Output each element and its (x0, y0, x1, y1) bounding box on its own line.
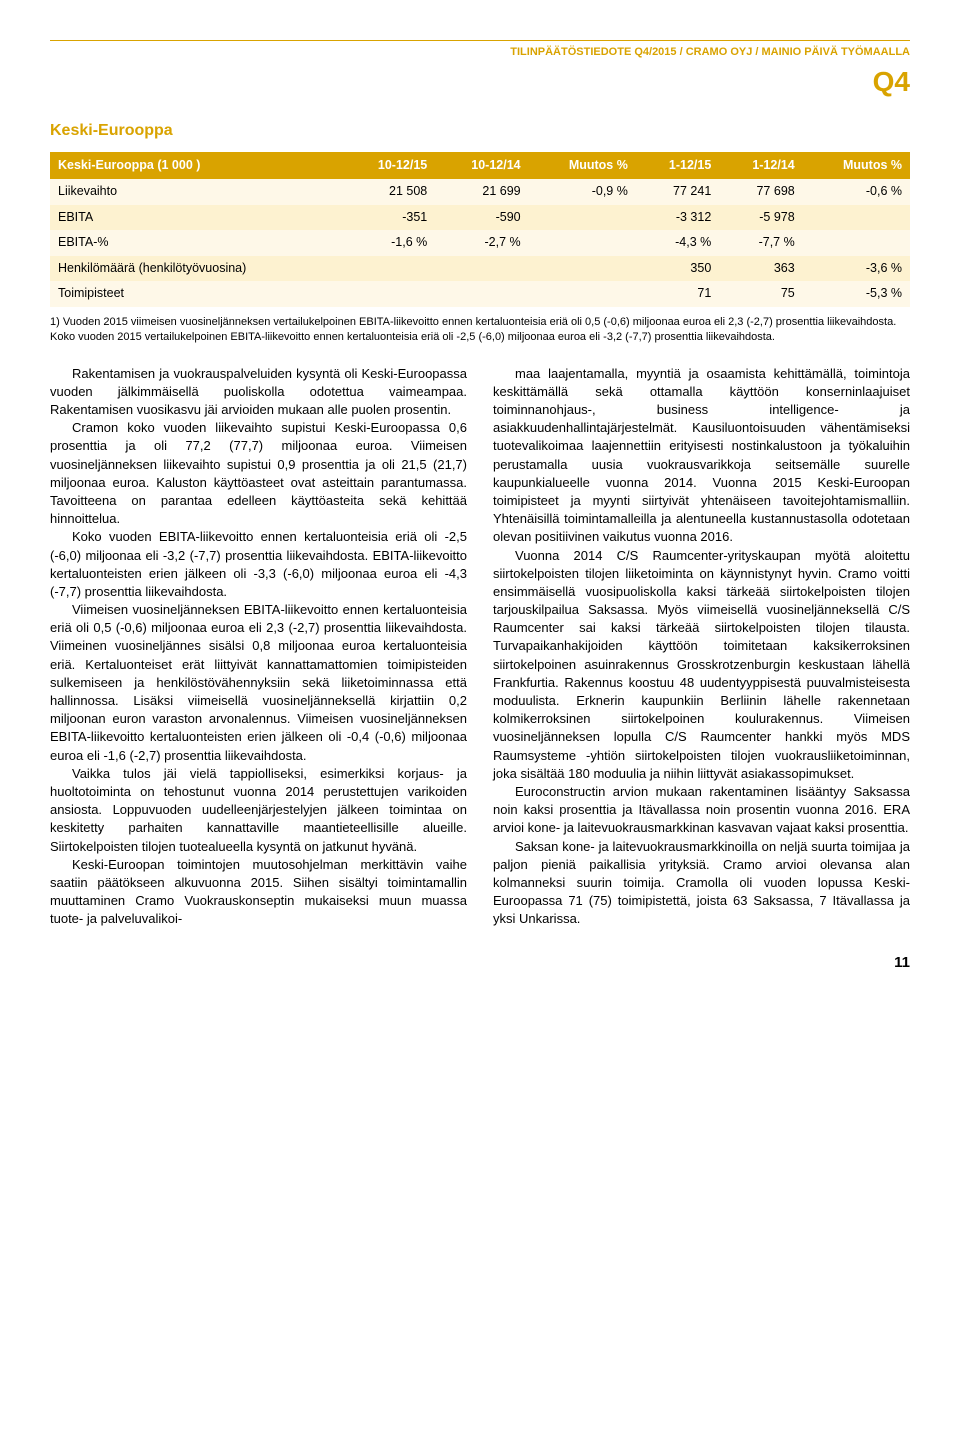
body-paragraph: Vuonna 2014 C/S Raumcenter-yrityskaupan … (493, 547, 910, 783)
body-paragraph: Saksan kone- ja laitevuokrausmarkkinoill… (493, 838, 910, 929)
table-cell (529, 256, 636, 282)
table-cell (529, 205, 636, 231)
table-cell (342, 281, 435, 307)
table-cell: -0,9 % (529, 179, 636, 205)
table-cell (803, 230, 910, 256)
table-cell (435, 256, 528, 282)
table-cell: -4,3 % (636, 230, 719, 256)
table-cell: -5,3 % (803, 281, 910, 307)
table-row: EBITA-351-590 -3 312-5 978 (50, 205, 910, 231)
body-paragraph: maa laajentamalla, myyntiä ja osaamista … (493, 365, 910, 547)
body-paragraph: Viimeisen vuosineljänneksen EBITA-liikev… (50, 601, 467, 765)
page-number: 11 (50, 952, 910, 973)
table-row: Liikevaihto21 50821 699-0,9 %77 24177 69… (50, 179, 910, 205)
col-header: 10-12/15 (342, 152, 435, 180)
table-cell: 77 241 (636, 179, 719, 205)
table-cell: 21 508 (342, 179, 435, 205)
table-cell: 77 698 (719, 179, 802, 205)
header-divider (50, 40, 910, 41)
col-header: Keski-Eurooppa (1 000 ) (50, 152, 342, 180)
body-columns: Rakentamisen ja vuokrauspalveluiden kysy… (50, 365, 910, 929)
table-cell: EBITA-% (50, 230, 342, 256)
col-header: Muutos % (529, 152, 636, 180)
table-cell (803, 205, 910, 231)
body-paragraph: Rakentamisen ja vuokrauspalveluiden kysy… (50, 365, 467, 420)
header-breadcrumb: TILINPÄÄTÖSTIEDOTE Q4/2015 / CRAMO OYJ /… (50, 45, 910, 60)
table-cell: Toimipisteet (50, 281, 342, 307)
body-column-left: Rakentamisen ja vuokrauspalveluiden kysy… (50, 365, 467, 929)
table-cell (529, 230, 636, 256)
table-cell: 21 699 (435, 179, 528, 205)
table-cell: 350 (636, 256, 719, 282)
table-cell (529, 281, 636, 307)
table-cell: 75 (719, 281, 802, 307)
table-footnote: 1) Vuoden 2015 viimeisen vuosineljänneks… (50, 315, 910, 345)
body-paragraph: Euroconstructin arvion mukaan rakentamin… (493, 783, 910, 838)
section-title: Keski-Eurooppa (50, 120, 910, 142)
table-row: Toimipisteet 7175-5,3 % (50, 281, 910, 307)
table-cell (435, 281, 528, 307)
table-cell: Liikevaihto (50, 179, 342, 205)
body-paragraph: Vaikka tulos jäi vielä tappiolliseksi, e… (50, 765, 467, 856)
table-cell: 363 (719, 256, 802, 282)
table-cell: EBITA (50, 205, 342, 231)
table-cell: -2,7 % (435, 230, 528, 256)
body-paragraph: Koko vuoden EBITA-liikevoitto ennen kert… (50, 528, 467, 601)
table-cell: -7,7 % (719, 230, 802, 256)
col-header: Muutos % (803, 152, 910, 180)
table-cell: 71 (636, 281, 719, 307)
col-header: 1-12/14 (719, 152, 802, 180)
table-cell: -0,6 % (803, 179, 910, 205)
table-cell (342, 256, 435, 282)
body-paragraph: Keski-Euroopan toimintojen muutosohjelma… (50, 856, 467, 929)
table-cell: -1,6 % (342, 230, 435, 256)
table-cell: -3 312 (636, 205, 719, 231)
table-cell: -3,6 % (803, 256, 910, 282)
col-header: 10-12/14 (435, 152, 528, 180)
table-row: EBITA-%-1,6 %-2,7 % -4,3 %-7,7 % (50, 230, 910, 256)
body-column-right: maa laajentamalla, myyntiä ja osaamista … (493, 365, 910, 929)
table-header-row: Keski-Eurooppa (1 000 ) 10-12/15 10-12/1… (50, 152, 910, 180)
financial-table: Keski-Eurooppa (1 000 ) 10-12/15 10-12/1… (50, 152, 910, 307)
body-paragraph: Cramon koko vuoden liikevaihto supistui … (50, 419, 467, 528)
col-header: 1-12/15 (636, 152, 719, 180)
table-cell: Henkilömäärä (henkilötyövuosina) (50, 256, 342, 282)
table-cell: -5 978 (719, 205, 802, 231)
quarter-label: Q4 (50, 62, 910, 101)
table-row: Henkilömäärä (henkilötyövuosina) 350363-3… (50, 256, 910, 282)
table-cell: -590 (435, 205, 528, 231)
table-cell: -351 (342, 205, 435, 231)
